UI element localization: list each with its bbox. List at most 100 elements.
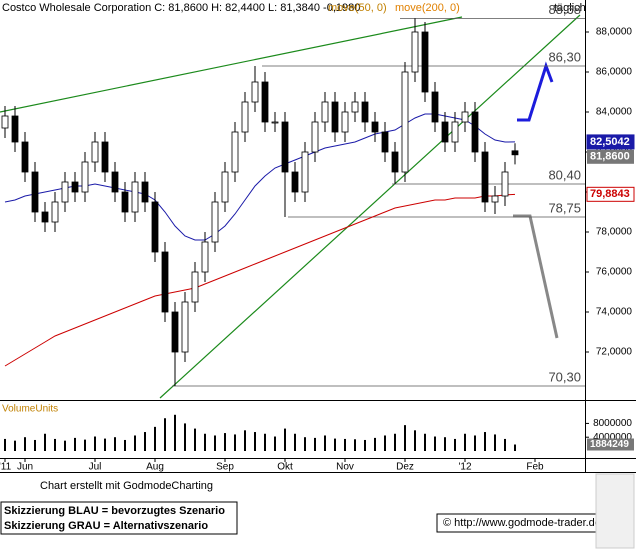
candle-body bbox=[211, 201, 219, 243]
candle-body bbox=[281, 121, 289, 173]
value-box bbox=[587, 438, 634, 451]
volume-bar bbox=[44, 433, 46, 451]
x-tick-label: Aug bbox=[146, 462, 164, 473]
volume-bar bbox=[254, 432, 256, 451]
x-tick-label: '12 bbox=[458, 462, 471, 473]
volume-bar bbox=[454, 438, 456, 451]
note-box bbox=[0, 501, 238, 535]
volume-bar bbox=[214, 435, 216, 451]
value-box bbox=[586, 134, 635, 150]
volume-bar bbox=[444, 437, 446, 451]
volume-bar bbox=[84, 439, 86, 451]
candle-body bbox=[491, 195, 499, 203]
level-label: 88,68 bbox=[548, 2, 581, 17]
trend-line bbox=[0, 16, 463, 113]
candle-body bbox=[51, 201, 59, 223]
level-label: 86,30 bbox=[548, 49, 581, 64]
candle-body bbox=[191, 271, 199, 303]
candle-body bbox=[441, 121, 449, 143]
candle-body bbox=[401, 71, 409, 173]
value-label: 82,5042 bbox=[590, 136, 630, 148]
candle-body bbox=[451, 121, 459, 143]
legend-entry: move(200, 0) bbox=[395, 2, 460, 14]
scenario-arrow bbox=[513, 214, 559, 339]
candle-body bbox=[291, 171, 299, 193]
candle-body bbox=[61, 181, 69, 203]
volume-bar bbox=[24, 437, 26, 451]
level-label: 78,75 bbox=[548, 200, 581, 215]
volume-bar bbox=[274, 436, 276, 451]
volume-bar bbox=[404, 425, 406, 451]
volume-bar bbox=[34, 439, 36, 451]
candle-body bbox=[251, 81, 259, 103]
value-box bbox=[587, 149, 634, 164]
candle-body bbox=[71, 181, 79, 193]
candle-body bbox=[351, 101, 359, 113]
candle-body bbox=[511, 150, 519, 156]
volume-bar bbox=[224, 433, 226, 451]
value-label: 81,8600 bbox=[590, 151, 630, 163]
candle-body bbox=[471, 111, 479, 153]
candle-body bbox=[341, 111, 349, 133]
candle-body bbox=[201, 241, 209, 273]
candle-body bbox=[411, 31, 419, 73]
x-tick-label: Okt bbox=[277, 462, 293, 473]
y-tick-label: 86,0000 bbox=[596, 67, 633, 78]
x-tick-label: Jul bbox=[89, 462, 102, 473]
candle-body bbox=[231, 131, 239, 173]
candle-body bbox=[121, 191, 129, 213]
volume-bar bbox=[474, 435, 476, 451]
volume-bar bbox=[374, 437, 376, 451]
candle-body bbox=[41, 211, 49, 223]
candle-body bbox=[271, 121, 279, 124]
period: täglich bbox=[554, 2, 586, 14]
volume-bar bbox=[124, 439, 126, 451]
candle-body bbox=[111, 171, 119, 193]
candle-body bbox=[171, 311, 179, 353]
candle-body bbox=[241, 101, 249, 133]
volume-bar bbox=[394, 433, 396, 451]
volume-bar bbox=[344, 438, 346, 451]
y-tick-label: 78,0000 bbox=[596, 227, 633, 238]
volume-bar bbox=[14, 440, 16, 451]
y-tick-label: 72,0000 bbox=[596, 347, 633, 358]
volume-bar bbox=[94, 436, 96, 451]
volume-bar bbox=[164, 418, 166, 451]
volume-bar bbox=[154, 426, 156, 451]
candle-body bbox=[151, 201, 159, 253]
candle-body bbox=[31, 171, 39, 213]
volume-bar bbox=[114, 437, 116, 451]
volume-bar bbox=[174, 414, 176, 451]
y-tick-label: 4000000 bbox=[593, 432, 632, 443]
volume-bar bbox=[494, 434, 496, 451]
volume-bar bbox=[74, 437, 76, 451]
y-tick-label: 84,0000 bbox=[596, 107, 633, 118]
level-label: 70,30 bbox=[548, 369, 581, 384]
y-tick-label: 88,0000 bbox=[596, 27, 633, 38]
candle-body bbox=[311, 121, 319, 153]
volume-bar bbox=[464, 433, 466, 451]
volume-bar bbox=[514, 444, 516, 451]
candle-body bbox=[1, 115, 9, 129]
value-label: 1884249 bbox=[590, 439, 629, 450]
candle-body bbox=[431, 91, 439, 123]
x-tick-label: Sep bbox=[216, 462, 234, 473]
candle-body bbox=[261, 81, 269, 123]
candle-body bbox=[421, 31, 429, 93]
candle-body bbox=[381, 131, 389, 153]
trend-line bbox=[159, 14, 581, 399]
x-tick-label: Dez bbox=[396, 462, 414, 473]
volume-bar bbox=[244, 430, 246, 451]
volume-bar bbox=[504, 438, 506, 451]
volume-bar bbox=[104, 438, 106, 451]
candle-body bbox=[321, 101, 329, 123]
volume-bar bbox=[284, 428, 286, 451]
volume-bar bbox=[324, 435, 326, 451]
candle-body bbox=[161, 251, 169, 313]
candle-body bbox=[21, 141, 29, 173]
candle-body bbox=[391, 151, 399, 173]
legend-entry: move(50, 0) bbox=[328, 2, 387, 14]
volume-bar bbox=[134, 435, 136, 451]
y-tick-label: 74,0000 bbox=[596, 307, 633, 318]
